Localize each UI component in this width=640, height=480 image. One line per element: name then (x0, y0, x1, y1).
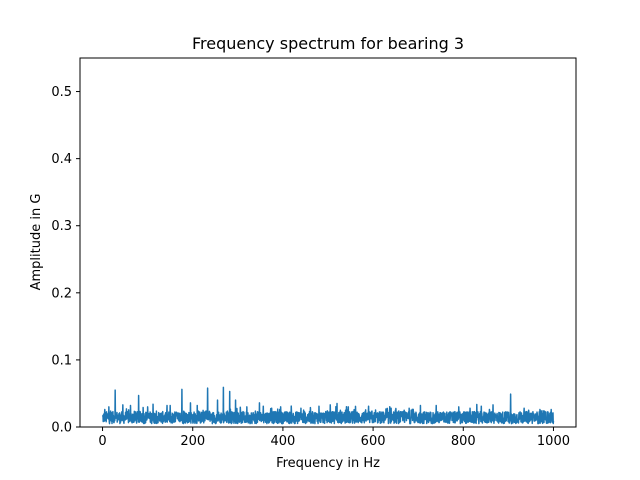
axes-frame (79, 57, 577, 428)
x-tick-label: 0 (98, 434, 106, 449)
x-axis-label: Frequency in Hz (276, 456, 380, 471)
x-tick-label: 200 (180, 434, 205, 449)
x-axis-ticks: 0 200 400 600 800 1000 (98, 427, 570, 449)
y-axis-label: Amplitude in G (29, 194, 44, 291)
y-tick-label: 0.3 (51, 219, 72, 234)
series-line (101, 386, 555, 425)
x-tick-label: 1000 (537, 434, 570, 449)
y-tick-label: 0.4 (51, 152, 72, 167)
y-tick-label: 0.2 (51, 286, 72, 301)
x-tick-label: 400 (270, 434, 295, 449)
y-tick-label: 0.1 (51, 353, 72, 368)
x-tick-label: 600 (361, 434, 386, 449)
chart-title: Frequency spectrum for bearing 3 (192, 34, 464, 53)
y-tick-label: 0.5 (51, 85, 72, 100)
y-tick-label: 0.0 (51, 421, 72, 436)
plot-area (79, 57, 577, 428)
x-tick-label: 800 (451, 434, 476, 449)
y-axis-ticks: 0.0 0.1 0.2 0.3 0.4 0.5 (51, 85, 80, 436)
